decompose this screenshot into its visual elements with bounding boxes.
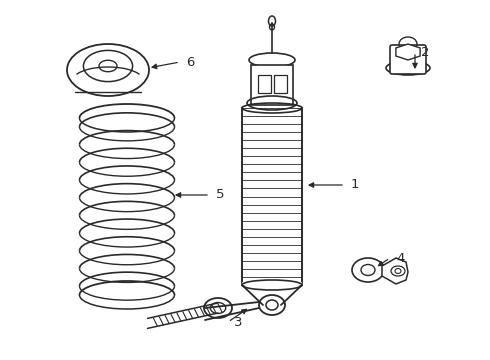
Text: 2: 2 bbox=[421, 45, 430, 58]
Bar bbox=[273, 75, 287, 93]
Polygon shape bbox=[382, 258, 408, 284]
Polygon shape bbox=[242, 283, 302, 305]
FancyBboxPatch shape bbox=[390, 45, 426, 74]
Bar bbox=[258, 75, 270, 93]
Text: 1: 1 bbox=[351, 179, 360, 192]
Text: 6: 6 bbox=[186, 55, 195, 68]
Text: 5: 5 bbox=[216, 189, 224, 202]
Text: 4: 4 bbox=[396, 252, 404, 265]
Text: 3: 3 bbox=[234, 315, 243, 328]
Polygon shape bbox=[396, 44, 420, 60]
Bar bbox=[251, 65, 293, 105]
